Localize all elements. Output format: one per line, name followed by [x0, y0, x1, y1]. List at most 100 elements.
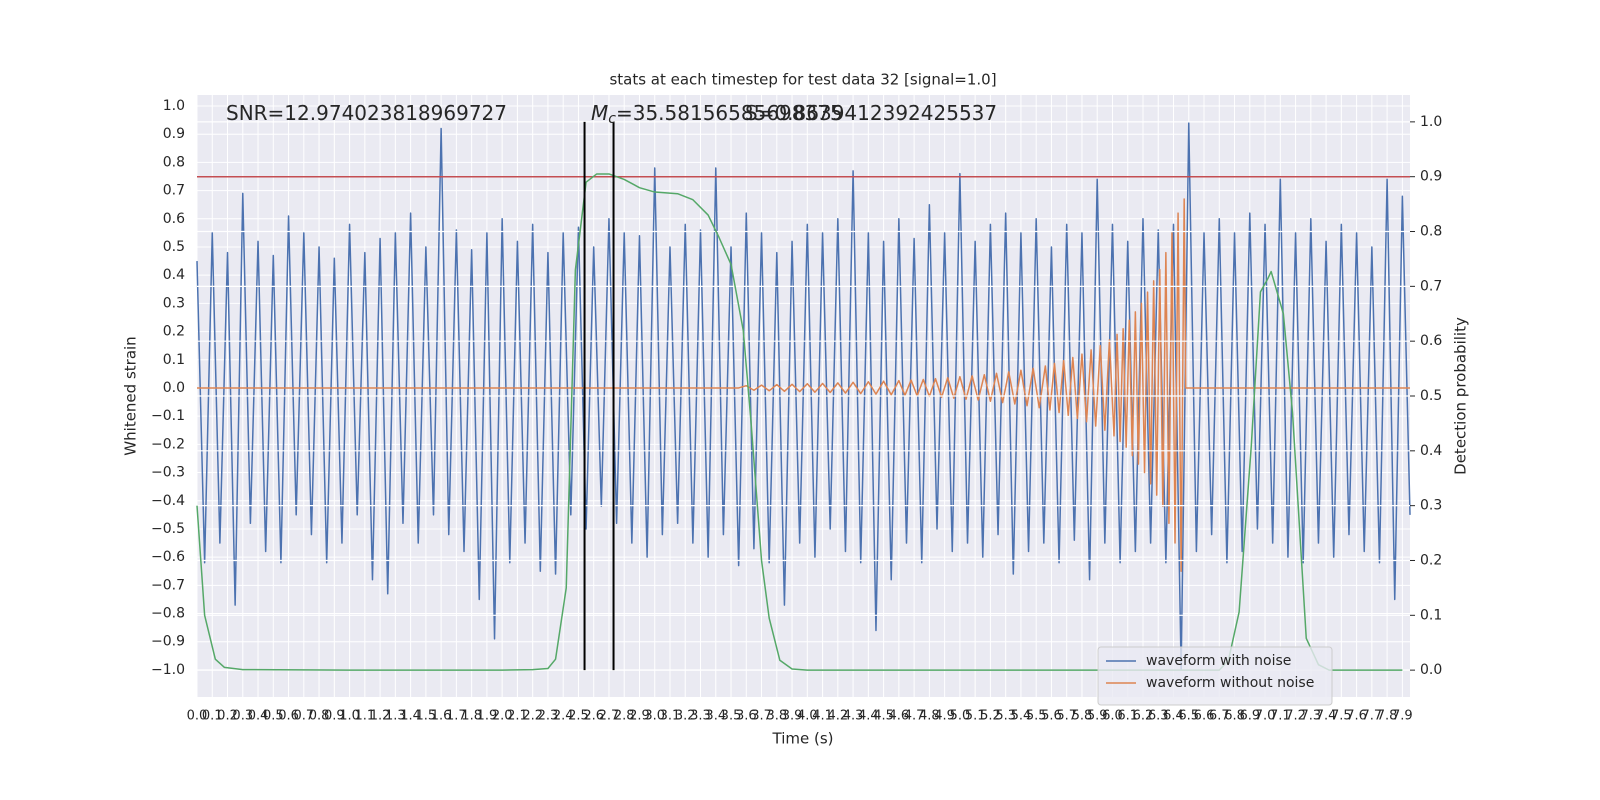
- x-tick-label: 1.0: [339, 709, 360, 724]
- x-tick-label: 2.6: [583, 709, 604, 724]
- y2-tick-label: 0.5: [1420, 388, 1442, 404]
- chart-title: stats at each timestep for test data 32 …: [609, 71, 996, 89]
- y2-axis-label: Detection probability: [1452, 317, 1470, 475]
- legend-label: waveform with noise: [1146, 653, 1291, 669]
- x-tick-label: 0.2: [217, 709, 238, 724]
- data-line: [197, 198, 1410, 572]
- x-tick-label: 6.8: [1224, 709, 1245, 724]
- data-line: [196, 122, 1411, 671]
- x-tick-label: 5.3: [995, 709, 1016, 724]
- y-tick-label: 0.7: [163, 183, 185, 199]
- x-tick-label: 0.5: [263, 709, 284, 724]
- y-tick-label: 0.5: [163, 239, 185, 255]
- x-tick-label: 0.1: [202, 709, 223, 724]
- x-tick-label: 1.2: [370, 709, 391, 724]
- x-tick-label: 1.9: [477, 709, 498, 724]
- x-tick-label: 7.1: [1270, 709, 1291, 724]
- legend-box: [1097, 646, 1333, 706]
- x-tick-label: 4.6: [889, 709, 910, 724]
- x-tick-label: 7.6: [1346, 709, 1367, 724]
- x-tick-label: 7.8: [1377, 709, 1398, 724]
- y2-tick-label: 0.8: [1420, 224, 1442, 240]
- x-tick-label: 7.7: [1362, 709, 1383, 724]
- x-tick-label: 0.4: [248, 709, 269, 724]
- x-tick-label: 7.0: [1255, 709, 1276, 724]
- y2-tick-label: 0.6: [1420, 333, 1442, 349]
- y2-tick-label: 1.0: [1420, 114, 1442, 130]
- x-tick-label: 5.4: [1011, 709, 1032, 724]
- x-tick-label: 4.5: [873, 709, 894, 724]
- x-tick-label: 3.0: [644, 709, 665, 724]
- x-tick-label: 5.8: [1072, 709, 1093, 724]
- x-tick-label: 2.3: [538, 709, 559, 724]
- y-tick-label: 0.9: [163, 126, 185, 142]
- annotation: SNR=12.974023818969727: [226, 101, 507, 125]
- x-tick-label: 2.4: [553, 709, 574, 724]
- y-tick-label: −0.9: [151, 634, 185, 650]
- x-tick-label: 4.4: [858, 709, 879, 724]
- x-tick-label: 1.6: [431, 709, 452, 724]
- annotation-subscript: c: [608, 111, 616, 127]
- x-tick-label: 7.4: [1316, 709, 1337, 724]
- x-tick-label: 0.7: [293, 709, 314, 724]
- annotation-symbol: M: [591, 101, 608, 125]
- x-tick-label: 0.9: [324, 709, 345, 724]
- x-tick-label: 2.0: [492, 709, 513, 724]
- y-tick-label: −0.4: [151, 493, 185, 509]
- y-tick-label: −1.0: [151, 662, 185, 678]
- x-tick-label: 6.2: [1133, 709, 1154, 724]
- x-tick-label: 7.3: [1300, 709, 1321, 724]
- x-tick-label: 6.7: [1209, 709, 1230, 724]
- y2-tick-label: 0.4: [1420, 443, 1442, 459]
- legend-label: waveform without noise: [1146, 675, 1314, 691]
- y-tick-label: 0.1: [163, 352, 185, 368]
- y-tick-label: 0.3: [163, 295, 185, 311]
- x-tick-label: 6.5: [1178, 709, 1199, 724]
- y-tick-label: −0.8: [151, 606, 185, 622]
- y-tick-label: 0.6: [163, 211, 185, 227]
- y2-tick-label: 0.7: [1420, 278, 1442, 294]
- x-tick-label: 3.4: [705, 709, 726, 724]
- annotation-text: S=0.8639412392425537: [745, 101, 997, 125]
- x-tick-label: 5.7: [1056, 709, 1077, 724]
- y2-tick-label: 0.3: [1420, 498, 1442, 514]
- x-tick-label: 7.2: [1285, 709, 1306, 724]
- x-tick-label: 3.5: [721, 709, 742, 724]
- x-tick-label: 4.9: [934, 709, 955, 724]
- y2-tick-label: 0.9: [1420, 169, 1442, 185]
- x-axis-label: Time (s): [772, 730, 834, 748]
- annotation-text: =35.58156585698375: [616, 101, 843, 125]
- x-tick-label: 4.8: [919, 709, 940, 724]
- x-tick-label: 6.1: [1117, 709, 1138, 724]
- x-tick-label: 4.1: [812, 709, 833, 724]
- y-tick-label: 0.8: [163, 154, 185, 170]
- y2-tick-label: 0.1: [1420, 607, 1442, 623]
- x-tick-label: 4.7: [904, 709, 925, 724]
- x-tick-label: 0.3: [232, 709, 253, 724]
- y-tick-label: 0.4: [163, 267, 185, 283]
- y-tick-label: −0.2: [151, 436, 185, 452]
- x-tick-label: 6.6: [1194, 709, 1215, 724]
- x-tick-label: 3.3: [690, 709, 711, 724]
- x-tick-label: 4.2: [827, 709, 848, 724]
- x-tick-label: 5.1: [965, 709, 986, 724]
- x-tick-label: 1.8: [461, 709, 482, 724]
- x-tick-label: 1.3: [385, 709, 406, 724]
- y-tick-label: 0.0: [163, 380, 185, 396]
- x-tick-label: 3.1: [660, 709, 681, 724]
- y-tick-label: −0.5: [151, 521, 185, 537]
- annotation: S=0.8639412392425537: [745, 101, 997, 125]
- y-tick-label: −0.6: [151, 549, 185, 565]
- x-tick-label: 2.1: [507, 709, 528, 724]
- x-tick-label: 2.8: [614, 709, 635, 724]
- x-tick-label: 3.6: [736, 709, 757, 724]
- y-tick-label: 0.2: [163, 324, 185, 340]
- x-tick-label: 3.7: [751, 709, 772, 724]
- annotation: Mc=35.58156585698375: [591, 101, 843, 128]
- x-tick-label: 1.7: [446, 709, 467, 724]
- x-tick-label: 6.9: [1239, 709, 1260, 724]
- y-tick-label: −0.7: [151, 577, 185, 593]
- x-tick-label: 2.5: [568, 709, 589, 724]
- x-tick-label: 0.8: [309, 709, 330, 724]
